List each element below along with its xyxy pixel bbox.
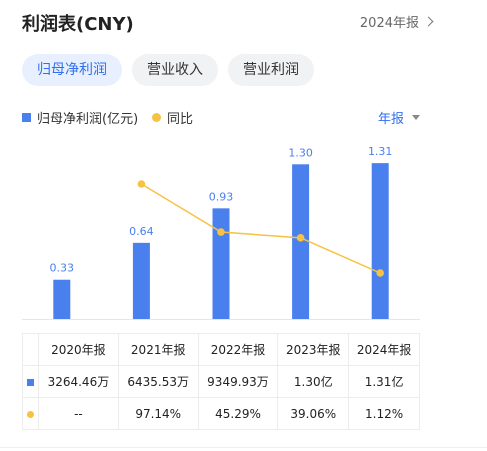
table-header: 2021年报 bbox=[117, 333, 199, 366]
bar-value-label: 0.93 bbox=[209, 190, 234, 203]
yoy-point[interactable] bbox=[137, 180, 146, 188]
table-header: 2023年报 bbox=[277, 333, 350, 366]
bar-value-label: 0.33 bbox=[50, 262, 75, 275]
yoy-point[interactable] bbox=[296, 234, 305, 242]
tab-net-profit[interactable]: 归母净利润 bbox=[22, 54, 122, 86]
bar[interactable] bbox=[292, 164, 310, 319]
bar[interactable] bbox=[371, 163, 389, 319]
table-corner bbox=[22, 333, 39, 366]
report-period-label: 2024年报 bbox=[359, 16, 419, 31]
table-header: 2024年报 bbox=[348, 333, 420, 366]
legend-line-label: 同比 bbox=[167, 112, 194, 127]
table-cell: 3264.46万 bbox=[38, 365, 119, 398]
table-cell: 9349.93万 bbox=[197, 365, 279, 398]
profit-chart: 0.33 0.64 0.93 1.30 1.31 bbox=[22, 145, 420, 320]
table-header: 2020年报 bbox=[38, 333, 119, 366]
line-series-marker bbox=[27, 410, 34, 418]
legend-row: 归母净利润(亿元) 同比 年报 bbox=[22, 108, 420, 128]
tab-revenue[interactable]: 营业收入 bbox=[132, 54, 218, 86]
table-cell: 45.29% bbox=[197, 397, 279, 430]
yoy-point[interactable] bbox=[376, 269, 385, 277]
bar[interactable] bbox=[132, 242, 150, 319]
legend-line: 同比 bbox=[152, 108, 193, 127]
table-cell: 97.14% bbox=[117, 397, 199, 430]
row-marker bbox=[22, 397, 39, 430]
yoy-line bbox=[141, 183, 381, 274]
data-table: 2020年报 2021年报 2022年报 2023年报 2024年报 3264.… bbox=[22, 333, 420, 430]
legend-bar-label: 归母净利润(亿元) bbox=[37, 112, 139, 127]
legend-bar: 归母净利润(亿元) bbox=[22, 108, 138, 127]
bar-series-marker bbox=[27, 378, 34, 386]
divider bbox=[0, 447, 487, 448]
bar-value-label: 1.30 bbox=[288, 146, 313, 159]
caret-down-icon bbox=[412, 115, 420, 120]
table-row-profit: 3264.46万 6435.53万 9349.93万 1.30亿 1.31亿 bbox=[22, 365, 420, 398]
page-title: 利润表(CNY) bbox=[22, 14, 134, 35]
table-header: 2022年报 bbox=[197, 333, 279, 366]
metric-tabs: 归母净利润 营业收入 营业利润 bbox=[22, 54, 314, 86]
header: 利润表(CNY) 2024年报 bbox=[22, 8, 434, 36]
table-cell: 1.30亿 bbox=[277, 365, 350, 398]
table-row-yoy: -- 97.14% 45.29% 39.06% 1.12% bbox=[22, 397, 420, 430]
report-period-link[interactable]: 2024年报 bbox=[359, 12, 434, 31]
yoy-point[interactable] bbox=[217, 228, 225, 236]
bar[interactable] bbox=[53, 279, 71, 319]
table-header-row: 2020年报 2021年报 2022年报 2023年报 2024年报 bbox=[22, 333, 420, 366]
bar[interactable] bbox=[212, 208, 230, 319]
period-select-label: 年报 bbox=[377, 112, 404, 127]
row-marker bbox=[22, 365, 39, 398]
table-cell: 1.31亿 bbox=[348, 365, 420, 398]
legend-line-swatch bbox=[152, 113, 161, 122]
period-select[interactable]: 年报 bbox=[378, 108, 420, 127]
table-cell: 1.12% bbox=[348, 397, 420, 430]
tab-operating-profit[interactable]: 营业利润 bbox=[228, 54, 314, 86]
bar-value-label: 1.31 bbox=[368, 145, 393, 158]
table-cell: 39.06% bbox=[277, 397, 350, 430]
bar-value-label: 0.64 bbox=[129, 225, 154, 238]
table-cell: 6435.53万 bbox=[117, 365, 199, 398]
table-cell: -- bbox=[38, 397, 119, 430]
legend-bar-swatch bbox=[22, 113, 31, 122]
